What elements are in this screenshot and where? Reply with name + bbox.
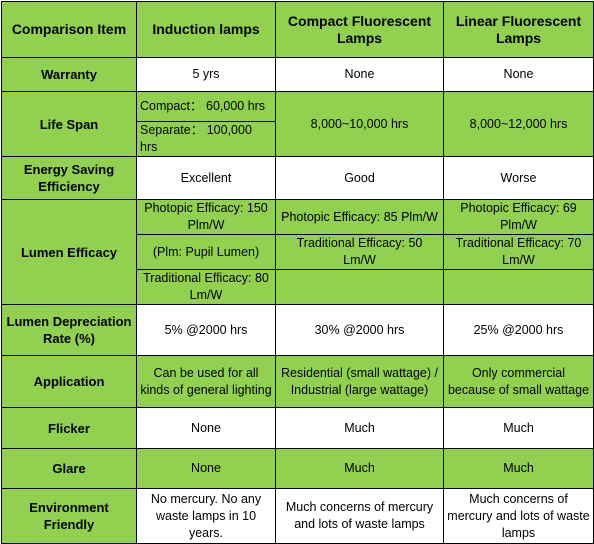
cell: Traditional Efficacy: 50 Lm/W [275, 234, 444, 270]
cell: 8,000~10,000 hrs [275, 91, 444, 157]
cell: Much concerns of mercury and lots of was… [443, 488, 594, 544]
cell: Photopic Efficacy: 85 Plm/W [275, 199, 444, 235]
row-label: Flicker [1, 407, 137, 449]
row-label: Glare [1, 448, 137, 489]
cell: Traditional Efficacy: 80 Lm/W [136, 269, 276, 305]
cell: None [275, 57, 444, 92]
row-label: Lumen Depreciation Rate (%) [1, 304, 137, 356]
empty-cell [443, 269, 594, 305]
row: Environment Friendly No mercury. No any … [1, 488, 594, 544]
cell: Much [275, 407, 444, 449]
cell: Much concerns of mercury and lots of was… [275, 488, 444, 544]
row: Lumen Efficacy Photopic Efficacy: 150 Pl… [1, 199, 594, 305]
cell: Photopic Efficacy: 150 Plm/W [136, 199, 276, 235]
row: Glare None Much Much [1, 448, 594, 489]
row-label: Warranty [1, 57, 137, 92]
cell: None [136, 448, 276, 489]
row-label: Application [1, 355, 137, 408]
row: Warranty 5 yrs None None [1, 57, 594, 92]
header-cell: Compact Fluorescent Lamps [275, 1, 444, 58]
cell: Residential (small wattage) / Industrial… [275, 355, 444, 408]
cell: 5 yrs [136, 57, 276, 92]
empty-cell [275, 269, 444, 305]
cell: Photopic Efficacy: 69 Plm/W [443, 199, 594, 235]
cell: Only commercial because of small wattage [443, 355, 594, 408]
row: Energy Saving Efficiency Excellent Good … [1, 156, 594, 200]
header-cell: Induction lamps [136, 1, 276, 58]
cell: Separate： 100,000 hrs [136, 121, 276, 157]
cell: Compact： 60,000 hrs [136, 91, 276, 122]
cell: Much [443, 407, 594, 449]
row: Flicker None Much Much [1, 407, 594, 449]
cell: Traditional Efficacy: 70 Lm/W [443, 234, 594, 270]
cell: 25% @2000 hrs [443, 304, 594, 356]
row-label: Life Span [1, 91, 137, 157]
row-label: Lumen Efficacy [1, 199, 137, 305]
header-cell: Comparison Item [1, 1, 137, 58]
cell: Worse [443, 156, 594, 200]
cell: None [136, 407, 276, 449]
header-row: Comparison Item Induction lamps Compact … [1, 1, 594, 58]
cell: 30% @2000 hrs [275, 304, 444, 356]
row: Lumen Depreciation Rate (%) 5% @2000 hrs… [1, 304, 594, 356]
row: Application Can be used for all kinds of… [1, 355, 594, 408]
cell: Excellent [136, 156, 276, 200]
cell: No mercury. No any waste lamps in 10 yea… [136, 488, 276, 544]
cell: 5% @2000 hrs [136, 304, 276, 356]
cell: 8,000~12,000 hrs [443, 91, 594, 157]
row-label: Environment Friendly [1, 488, 137, 544]
row-label: Energy Saving Efficiency [1, 156, 137, 200]
cell: Much [275, 448, 444, 489]
cell: None [443, 57, 594, 92]
cell: Good [275, 156, 444, 200]
cell: (Plm: Pupil Lumen) [136, 234, 276, 270]
header-cell: Linear Fluorescent Lamps [443, 1, 594, 58]
row: Life Span Compact： 60,000 hrs 8,000~10,0… [1, 91, 594, 157]
cell: Can be used for all kinds of general lig… [136, 355, 276, 408]
cell: Much [443, 448, 594, 489]
